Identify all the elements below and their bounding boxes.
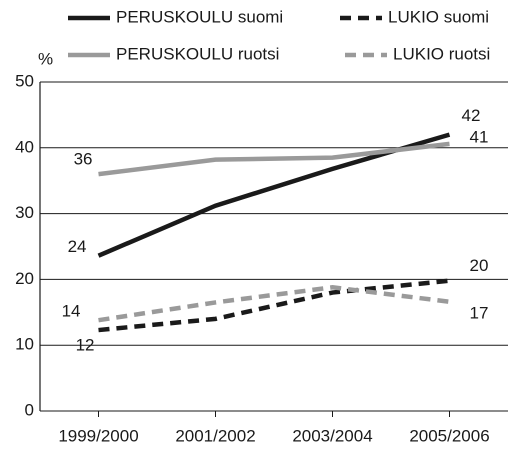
data-label: 12: [76, 336, 95, 355]
data-label: 20: [470, 256, 489, 275]
y-tick-label: 50: [15, 71, 34, 90]
data-label: 42: [462, 106, 481, 125]
legend-label: LUKIO ruotsi: [393, 44, 490, 63]
x-tick-label: 2003/2004: [292, 426, 372, 445]
series-line: [98, 285, 450, 323]
y-tick-label: 30: [15, 203, 34, 222]
y-axis-label: %: [38, 49, 53, 68]
y-tick-label: 20: [15, 269, 34, 288]
series-line: [97, 132, 451, 258]
legend-label: PERUSKOULU ruotsi: [116, 44, 279, 63]
legend-label: LUKIO suomi: [388, 7, 489, 26]
data-label: 14: [62, 302, 81, 321]
series-line: [98, 278, 450, 333]
data-label: 41: [470, 127, 489, 146]
legend-label: PERUSKOULU suomi: [116, 7, 283, 26]
y-tick-label: 10: [15, 335, 34, 354]
y-tick-label: 40: [15, 137, 34, 156]
data-label: 24: [68, 237, 87, 256]
x-tick-label: 1999/2000: [58, 426, 138, 445]
y-tick-label: 0: [25, 400, 34, 419]
series-line: [98, 141, 450, 177]
data-label: 17: [470, 303, 489, 322]
x-tick-label: 2001/2002: [175, 426, 255, 445]
x-tick-label: 2005/2006: [409, 426, 489, 445]
data-label: 36: [74, 150, 93, 169]
